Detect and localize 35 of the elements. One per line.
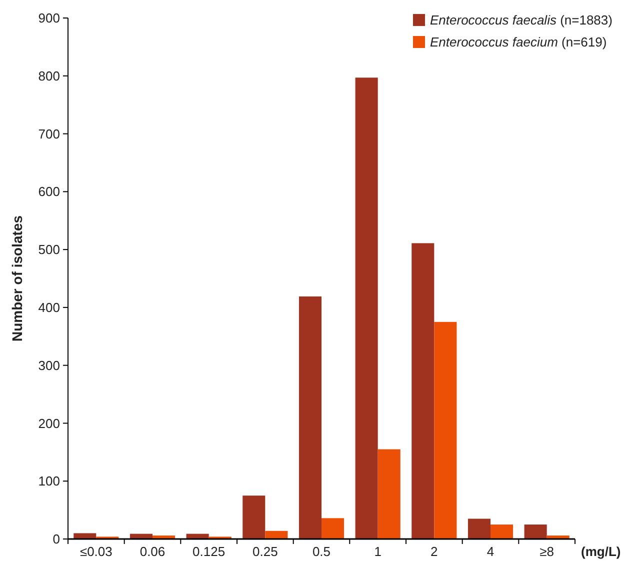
- bar: [322, 518, 344, 539]
- x-axis-title: (mg/L): [581, 544, 621, 559]
- y-tick-label: 900: [38, 10, 60, 26]
- bar: [242, 496, 266, 539]
- x-tick-label: 2: [430, 544, 438, 559]
- bar: [378, 449, 400, 539]
- legend-label: Enterococcus faecium (n=619): [430, 34, 607, 50]
- y-tick-label: 200: [38, 416, 60, 431]
- legend-label: Enterococcus faecalis (n=1883): [430, 12, 612, 28]
- x-tick-label: 1: [374, 544, 382, 559]
- y-axis-title: Number of isolates: [9, 215, 25, 342]
- bar: [524, 524, 547, 539]
- y-tick-label: 800: [38, 68, 60, 84]
- y-tick-label: 0: [52, 532, 60, 547]
- bar: [265, 530, 288, 539]
- x-tick-label: 0.5: [312, 544, 331, 559]
- y-tick-label: 600: [38, 184, 60, 200]
- x-tick-label: 0.125: [192, 544, 226, 559]
- bar: [490, 524, 514, 539]
- y-tick-label: 100: [38, 474, 60, 489]
- x-tick-label: 0.06: [140, 544, 166, 559]
- bar: [468, 518, 490, 539]
- x-tick-label: ≤0.03: [80, 544, 112, 559]
- y-tick-label: 300: [38, 358, 60, 373]
- bar: [298, 296, 322, 539]
- y-tick-label: 500: [38, 242, 60, 258]
- y-tick-label: 400: [38, 300, 60, 315]
- x-tick-label: 4: [486, 544, 494, 559]
- x-tick-label: 0.25: [252, 544, 278, 559]
- bar: [434, 322, 457, 539]
- bar: [412, 243, 434, 539]
- bar: [355, 78, 378, 539]
- y-tick-label: 700: [38, 126, 60, 142]
- x-tick-label: ≥8: [540, 544, 554, 559]
- bar: [74, 533, 96, 539]
